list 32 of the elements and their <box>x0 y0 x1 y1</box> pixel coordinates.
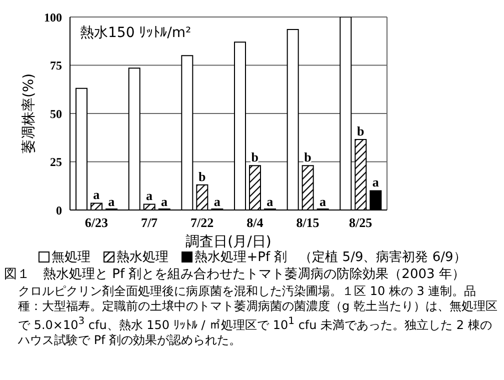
legend-label: 熱水処理+Pf 剤 <box>194 249 288 266</box>
text: クロルピクリン剤全面処理後に病原菌を混和した汚染圃場。１区 10 株の 3 連制。品種：大型福寿。定職前の土壌中のトマト萎凋病菌の菌濃度（g 乾土当たり）は、無処理区で 5.0×10$^{3}$ cfu、熱水 150 ﾘｯﾄﾙ / ㎡処理区で 10$^{1}$ cfu 未満であった。独立した 2 棟のハウス試験で Pf 剤の効果が認められた。 <box>18 284 498 347</box>
data-label: a <box>266 194 274 209</box>
y-axis-title: 萎凋株率(%) <box>20 73 37 154</box>
y-tick-label: 50 <box>50 106 62 121</box>
x-axis-title: 調査日(月/日) <box>186 234 272 250</box>
data-label: a <box>161 194 168 209</box>
data-label: a <box>93 187 100 202</box>
data-label: a <box>214 194 221 209</box>
annotation: 熱水150 ﾘｯﾄﾙ/m² <box>80 25 192 41</box>
x-tick-label: 8/4 <box>246 215 264 230</box>
data-label: a <box>320 194 326 209</box>
data-label: a <box>108 194 116 209</box>
text: （定植 5/9、病害初発 6/9） <box>299 249 466 266</box>
x-tick-label: 6/23 <box>84 215 108 230</box>
y-tick-label: 0 <box>56 203 62 218</box>
x-tick-label: 7/22 <box>190 215 214 230</box>
x-tick-label: 8/25 <box>349 215 373 230</box>
data-label: b <box>356 124 364 139</box>
y-tick-label: 100 <box>44 10 62 24</box>
data-label: b <box>251 150 259 165</box>
y-tick-label: 25 <box>50 155 62 170</box>
y-tick-label: 75 <box>50 58 62 73</box>
x-tick-label: 8/15 <box>296 215 320 230</box>
x-tick-label: 7/7 <box>140 215 158 230</box>
data-label: a <box>146 188 153 204</box>
legend-label: 熱水処理 <box>116 249 169 266</box>
text: 図１ 熱水処理と Pf 剤とを組み合わせたトマト萎凋病の防除効果（2003 年） <box>4 266 466 284</box>
legend-label: 無処理 <box>50 249 91 266</box>
data-label: b <box>304 150 312 165</box>
data-label: b <box>198 168 206 184</box>
data-label: a <box>372 174 380 190</box>
